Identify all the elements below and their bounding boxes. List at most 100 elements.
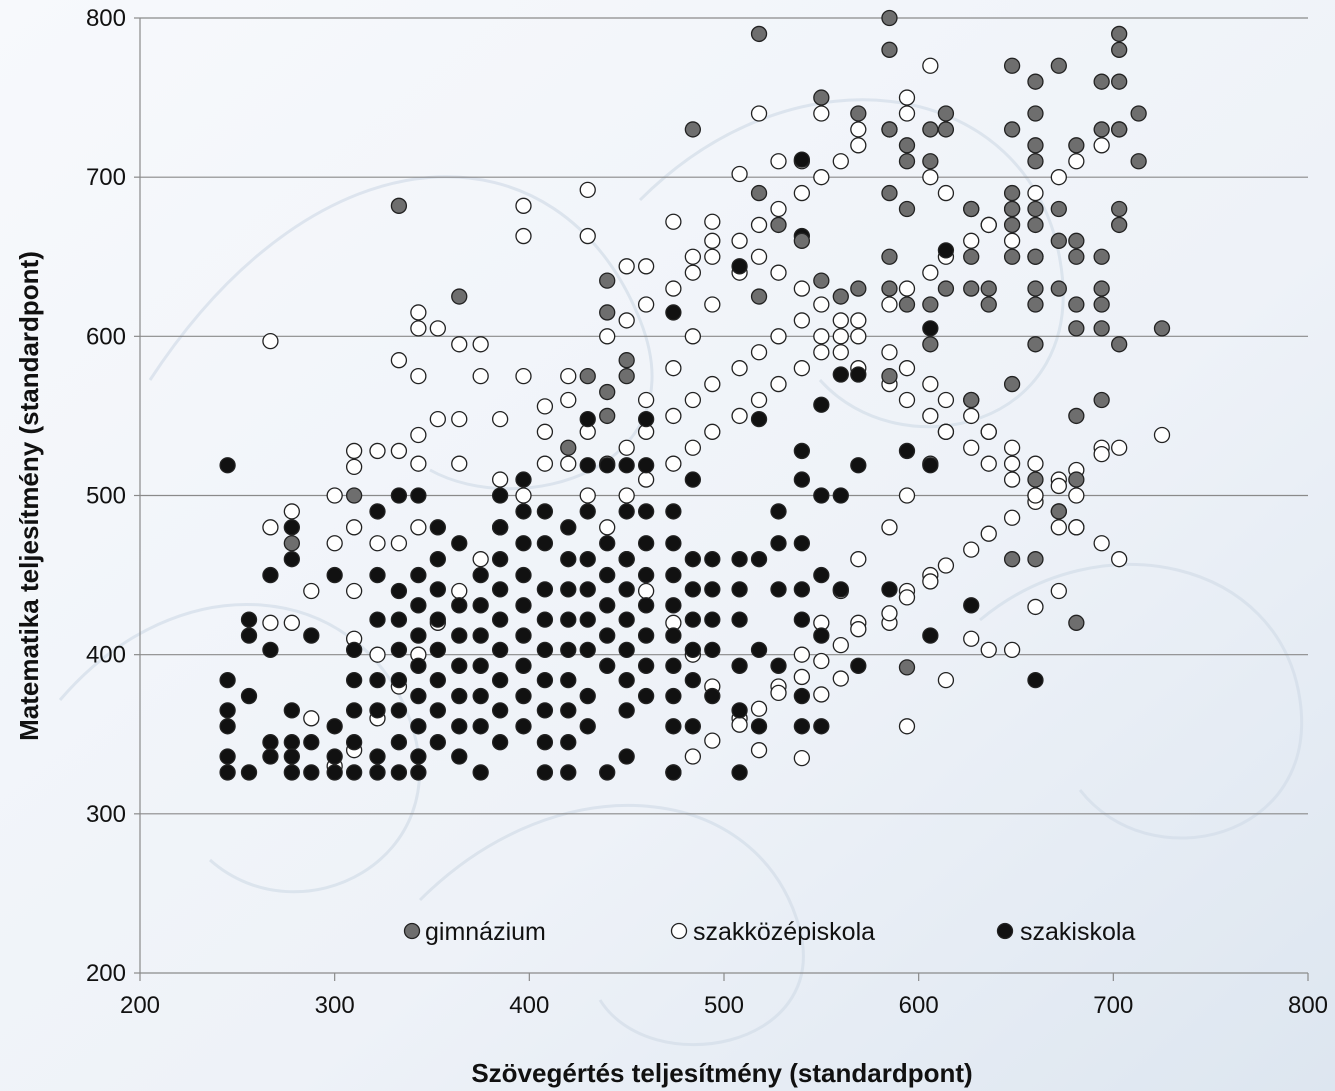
point-szakkozepiskola xyxy=(980,216,997,234)
point-gimnazium xyxy=(922,336,939,353)
point-szakiskola xyxy=(472,597,489,614)
point-gimnazium xyxy=(898,659,916,676)
point-szakkozepiskola xyxy=(451,582,468,600)
point-gimnazium xyxy=(750,184,768,202)
point-szakiskola xyxy=(410,687,427,705)
point-szakkozepiskola xyxy=(472,367,489,385)
point-szakkozepiskola xyxy=(750,105,768,122)
point-szakkozepiskola xyxy=(1003,455,1021,472)
point-szakkozepiskola xyxy=(922,407,939,425)
point-szakiskola xyxy=(303,627,320,644)
point-szakiskola xyxy=(770,657,787,674)
point-szakiskola xyxy=(832,366,849,383)
point-gimnazium xyxy=(345,487,363,504)
point-szakiskola xyxy=(326,748,343,765)
point-szakkozepiskola xyxy=(750,742,768,759)
point-szakkozepiskola xyxy=(1003,439,1021,456)
point-szakkozepiskola xyxy=(963,541,980,558)
point-szakkozepiskola xyxy=(963,232,980,249)
point-szakiskola xyxy=(369,748,386,765)
point-szakiskola xyxy=(731,657,748,674)
point-szakkozepiskola xyxy=(898,280,916,297)
point-szakiskola xyxy=(283,748,300,765)
point-gimnazium xyxy=(1068,407,1085,425)
point-gimnazium xyxy=(599,272,616,289)
x-tick-label: 300 xyxy=(315,992,355,1019)
point-szakiskola xyxy=(750,410,768,428)
point-szakiskola xyxy=(731,581,748,598)
point-szakkozepiskola xyxy=(410,426,427,444)
point-szakiskola xyxy=(579,551,596,568)
point-szakkozepiskola xyxy=(637,296,655,313)
point-szakkozepiskola xyxy=(1027,598,1044,616)
point-szakiskola xyxy=(813,718,830,735)
point-szakkozepiskola xyxy=(472,551,489,568)
point-szakiskola xyxy=(637,597,655,614)
point-szakkozepiskola xyxy=(922,375,939,393)
point-gimnazium xyxy=(579,367,596,385)
point-gimnazium xyxy=(793,232,811,249)
point-szakkozepiskola xyxy=(579,181,596,199)
point-szakiskola xyxy=(326,566,343,584)
x-tick-label: 200 xyxy=(120,992,160,1019)
point-gimnazium xyxy=(922,153,939,170)
point-gimnazium xyxy=(599,383,616,401)
point-szakkozepiskola xyxy=(813,105,830,122)
y-axis-title: Matematika teljesítmény (standardpont) xyxy=(14,251,44,741)
point-szakiskola xyxy=(579,641,596,659)
legend-marker-szakkozepiskola xyxy=(670,922,688,940)
point-szakiskola xyxy=(491,519,509,536)
point-szakiskola xyxy=(731,702,748,719)
point-szakkozepiskola xyxy=(898,487,916,504)
point-szakiskola xyxy=(536,641,554,659)
point-szakiskola xyxy=(599,657,616,674)
point-szakiskola xyxy=(345,734,363,751)
point-szakiskola xyxy=(922,457,939,474)
point-szakkozepiskola xyxy=(750,216,768,234)
point-szakiskola xyxy=(326,764,343,781)
point-szakkozepiskola xyxy=(922,169,939,186)
point-gimnazium xyxy=(963,200,980,218)
point-szakiskola xyxy=(813,566,830,584)
point-szakiskola xyxy=(898,442,916,460)
point-szakiskola xyxy=(515,657,532,674)
point-szakiskola xyxy=(731,258,748,275)
legend-marker-gimnazium xyxy=(403,922,421,940)
point-szakkozepiskola xyxy=(410,519,427,536)
point-szakkozepiskola xyxy=(618,258,635,275)
point-szakiskola xyxy=(515,597,532,614)
point-gimnazium xyxy=(963,280,980,297)
point-gimnazium xyxy=(1003,248,1021,265)
point-szakiskola xyxy=(472,764,489,781)
point-szakkozepiskola xyxy=(963,630,980,647)
point-szakiskola xyxy=(283,519,300,536)
point-szakiskola xyxy=(618,457,635,474)
point-szakiskola xyxy=(515,535,532,552)
point-szakkozepiskola xyxy=(684,328,702,345)
point-szakkozepiskola xyxy=(813,652,830,670)
point-szakiskola xyxy=(410,627,427,644)
point-szakkozepiskola xyxy=(793,749,811,767)
point-szakkozepiskola xyxy=(813,344,830,361)
point-gimnazium xyxy=(1153,320,1171,337)
point-szakiskola xyxy=(599,566,616,584)
point-szakkozepiskola xyxy=(560,367,577,385)
point-szakiskola xyxy=(369,764,386,781)
point-gimnazium xyxy=(1050,280,1067,297)
point-szakkozepiskola xyxy=(390,352,408,369)
point-szakiskola xyxy=(491,641,509,659)
point-szakkozepiskola xyxy=(262,614,279,631)
point-szakkozepiskola xyxy=(850,328,867,345)
point-szakkozepiskola xyxy=(390,535,408,552)
point-szakiskola xyxy=(560,734,577,751)
point-szakiskola xyxy=(750,551,768,568)
point-szakkozepiskola xyxy=(850,551,867,568)
point-szakkozepiskola xyxy=(922,57,939,74)
point-szakiskola xyxy=(219,671,236,689)
point-szakiskola xyxy=(390,487,408,504)
point-szakiskola xyxy=(410,718,427,735)
point-szakiskola xyxy=(637,566,655,584)
point-szakiskola xyxy=(832,581,849,598)
background-swirls xyxy=(58,98,1304,1047)
